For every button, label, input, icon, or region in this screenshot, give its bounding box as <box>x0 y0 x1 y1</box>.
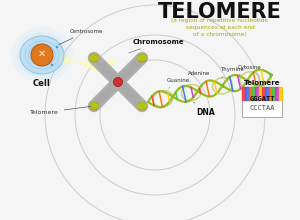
Circle shape <box>56 46 58 48</box>
FancyBboxPatch shape <box>242 87 282 117</box>
Ellipse shape <box>137 54 146 62</box>
Text: Telomere: Telomere <box>30 106 91 115</box>
Text: Centrosome: Centrosome <box>58 29 104 45</box>
Text: (a region of repetitive nucleotide
sequences at each end
of a chromosome): (a region of repetitive nucleotide seque… <box>171 18 268 37</box>
Text: ✕: ✕ <box>38 49 46 59</box>
Ellipse shape <box>89 102 98 110</box>
Text: DNA: DNA <box>194 102 215 117</box>
Ellipse shape <box>137 102 146 110</box>
Ellipse shape <box>11 27 73 83</box>
Circle shape <box>31 44 53 66</box>
Text: Guanine: Guanine <box>167 78 190 88</box>
Ellipse shape <box>21 36 63 74</box>
Text: TELOMERE: TELOMERE <box>158 2 282 22</box>
Text: Chromosome: Chromosome <box>129 39 184 53</box>
Polygon shape <box>60 53 118 75</box>
Text: GGGATT: GGGATT <box>249 96 275 102</box>
Ellipse shape <box>17 32 67 78</box>
Text: Thymine: Thymine <box>220 67 244 78</box>
Text: Telomere: Telomere <box>244 80 280 86</box>
Text: Cell: Cell <box>33 79 51 88</box>
Text: Adenine: Adenine <box>188 71 210 82</box>
Text: Cytosine: Cytosine <box>237 64 261 75</box>
Ellipse shape <box>89 54 98 62</box>
Circle shape <box>113 77 122 86</box>
Ellipse shape <box>20 36 64 74</box>
Text: CCCTAA: CCCTAA <box>249 105 275 111</box>
Circle shape <box>51 64 53 66</box>
